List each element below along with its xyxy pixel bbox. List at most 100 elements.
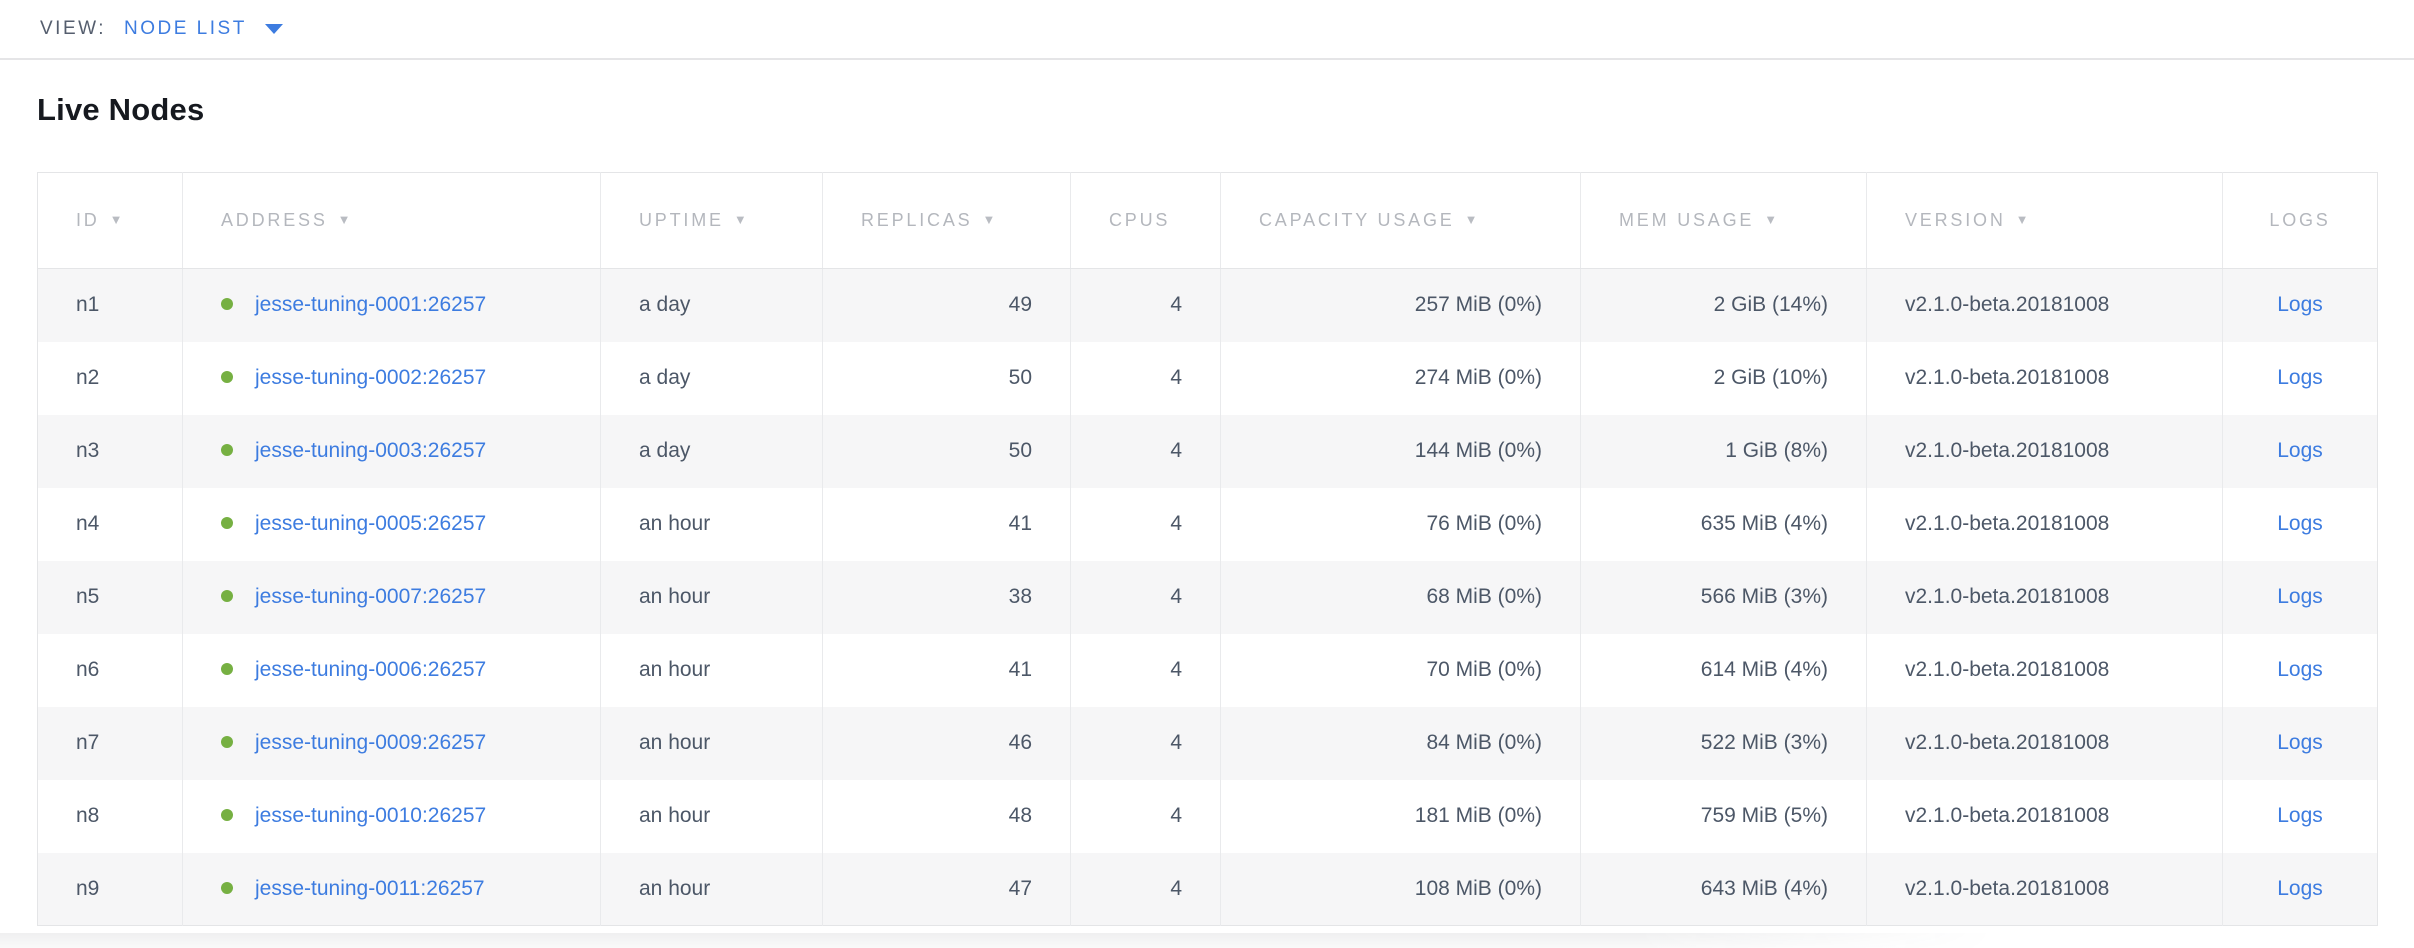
node-mem-usage-cell: 614 MiB (4%) [1580,633,1867,707]
node-live-status-icon [221,298,233,311]
column-header-replicas[interactable]: REPLICAS ▼ [822,172,1071,269]
logs-link[interactable]: Logs [2277,293,2323,317]
node-address-cell: jesse-tuning-0007:26257 [182,560,601,634]
node-mem-usage-cell: 759 MiB (5%) [1580,779,1867,853]
sort-desc-icon: ▼ [733,212,750,227]
sort-desc-icon: ▼ [337,212,354,227]
logs-link[interactable]: Logs [2277,658,2323,681]
view-selector-bar: VIEW: NODE LIST [0,0,2414,60]
node-version-cell: v2.1.0-beta.20181008 [1866,414,2223,488]
column-header-address[interactable]: ADDRESS ▼ [182,172,601,269]
node-replicas-cell: 41 [822,633,1071,707]
node-id-cell: n7 [37,706,183,780]
node-uptime-cell: an hour [600,487,823,561]
table-header-row: ID ▼ ADDRESS ▼ UPTIME ▼ REPLICAS ▼ CPUS CAPACITY … [37,172,2378,269]
node-address-link[interactable]: jesse-tuning-0005:26257 [255,512,487,535]
node-id-cell: n8 [37,779,183,853]
node-capacity-usage-cell: 70 MiB (0%) [1220,633,1581,707]
node-address-link[interactable]: jesse-tuning-0006:26257 [255,658,487,681]
node-capacity-usage-cell: 144 MiB (0%) [1220,414,1581,488]
node-mem-usage-cell: 643 MiB (4%) [1580,852,1867,926]
node-cpus-cell: 4 [1070,487,1221,561]
column-header-label: UPTIME [639,210,724,230]
node-id-cell: n4 [37,487,183,561]
node-mem-usage-cell: 2 GiB (10%) [1580,341,1867,415]
node-cpus-cell: 4 [1070,779,1221,853]
node-address-cell: jesse-tuning-0006:26257 [182,633,601,707]
column-header-label: ADDRESS [221,210,328,230]
view-label: VIEW: [40,18,106,39]
node-version-cell: v2.1.0-beta.20181008 [1866,341,2223,415]
logs-link[interactable]: Logs [2277,876,2323,900]
table-row: n4 jesse-tuning-0005:26257 an hour 41 4 76 Mi… [37,487,2378,561]
node-id-cell: n3 [37,414,183,488]
node-cpus-cell: 4 [1070,268,1221,342]
node-live-status-icon [221,809,233,821]
node-address-link[interactable]: jesse-tuning-0003:26257 [255,439,487,462]
logs-link[interactable]: Logs [2277,731,2323,754]
table-row: n2 jesse-tuning-0002:26257 a day 50 4 274 MiB… [37,341,2378,415]
logs-link[interactable]: Logs [2277,585,2323,608]
node-capacity-usage-cell: 68 MiB (0%) [1220,560,1581,634]
node-version-cell: v2.1.0-beta.20181008 [1866,487,2223,561]
node-address-cell: jesse-tuning-0002:26257 [182,341,601,415]
node-address-link[interactable]: jesse-tuning-0009:26257 [255,731,487,754]
node-cpus-cell: 4 [1070,633,1221,707]
node-version-cell: v2.1.0-beta.20181008 [1866,633,2223,707]
column-header-cpus: CPUS [1070,172,1221,269]
column-header-uptime[interactable]: UPTIME ▼ [600,172,823,269]
logs-link[interactable]: Logs [2277,512,2323,535]
node-version-cell: v2.1.0-beta.20181008 [1866,560,2223,634]
table-row: n8 jesse-tuning-0010:26257 an hour 48 4 181 M… [37,779,2378,853]
node-uptime-cell: an hour [600,852,823,926]
node-logs-cell: Logs [2223,634,2378,707]
node-address-link[interactable]: jesse-tuning-0010:26257 [255,804,487,827]
node-mem-usage-cell: 635 MiB (4%) [1580,487,1867,561]
column-header-label: CPUS [1109,210,1171,230]
table-row: n6 jesse-tuning-0006:26257 an hour 41 4 70 Mi… [37,633,2378,707]
node-cpus-cell: 4 [1070,414,1221,488]
node-logs-cell: Logs [2223,415,2378,488]
node-mem-usage-cell: 566 MiB (3%) [1580,560,1867,634]
node-mem-usage-cell: 2 GiB (14%) [1580,268,1867,342]
node-replicas-cell: 50 [822,414,1071,488]
column-header-mem[interactable]: MEM USAGE ▼ [1580,172,1867,269]
column-header-label: CAPACITY USAGE [1259,210,1455,230]
node-logs-cell: Logs [2223,707,2378,780]
node-logs-cell: Logs [2223,780,2378,853]
node-address-link[interactable]: jesse-tuning-0002:26257 [255,366,487,389]
table-row: n7 jesse-tuning-0009:26257 an hour 46 4 84 Mi… [37,706,2378,780]
logs-link[interactable]: Logs [2277,804,2323,827]
table-row: n3 jesse-tuning-0003:26257 a day 50 4 144 MiB… [37,414,2378,488]
page-title: Live Nodes [37,92,205,127]
column-header-capacity[interactable]: CAPACITY USAGE ▼ [1220,172,1581,269]
node-version-cell: v2.1.0-beta.20181008 [1866,706,2223,780]
node-address-cell: jesse-tuning-0010:26257 [182,779,601,853]
column-header-label: VERSION [1905,210,2006,230]
node-mem-usage-cell: 522 MiB (3%) [1580,706,1867,780]
node-address-link[interactable]: jesse-tuning-0001:26257 [255,293,487,317]
node-live-status-icon [221,881,233,894]
node-address-cell: jesse-tuning-0001:26257 [182,268,601,342]
node-capacity-usage-cell: 108 MiB (0%) [1220,852,1581,926]
node-logs-cell: Logs [2223,342,2378,415]
view-dropdown[interactable]: NODE LIST [124,18,283,40]
logs-link[interactable]: Logs [2277,439,2323,462]
node-replicas-cell: 49 [822,268,1071,342]
node-capacity-usage-cell: 181 MiB (0%) [1220,779,1581,853]
node-id-cell: n6 [37,633,183,707]
node-cpus-cell: 4 [1070,706,1221,780]
node-uptime-cell: a day [600,341,823,415]
node-address-link[interactable]: jesse-tuning-0011:26257 [255,876,485,900]
node-live-status-icon [221,736,233,748]
node-address-cell: jesse-tuning-0011:26257 [182,852,601,926]
node-version-cell: v2.1.0-beta.20181008 [1866,852,2223,926]
node-address-link[interactable]: jesse-tuning-0007:26257 [255,585,487,608]
logs-link[interactable]: Logs [2277,366,2323,389]
live-nodes-section: Live Nodes ID ▼ ADDRESS ▼ UPTIME ▼ REPLICAS ▼ CP… [0,92,2414,948]
node-cpus-cell: 4 [1070,852,1221,926]
column-header-version[interactable]: VERSION ▼ [1866,172,2223,269]
node-replicas-cell: 38 [822,560,1071,634]
column-header-id[interactable]: ID ▼ [37,172,183,269]
node-uptime-cell: a day [600,268,823,342]
